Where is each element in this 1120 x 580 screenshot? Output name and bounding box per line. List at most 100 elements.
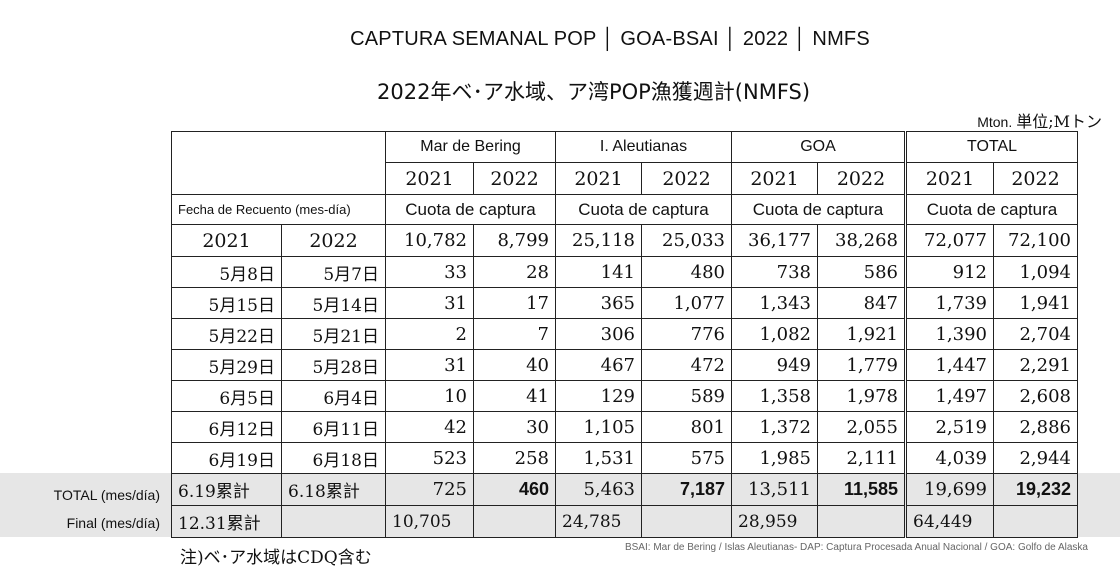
date-2022: 5月14日 [281,287,386,319]
date-2022: 6月4日 [281,380,386,412]
catch-value: 1,941 [993,287,1078,319]
region-header-bering: Mar de Bering [385,131,556,163]
final-value: 24,785 [555,505,642,538]
table-row: 5月29日 5月28日 31 40 467 472 949 1,779 1,447 2,291 [171,349,1078,381]
year-header: 2022 [993,162,1078,195]
final-empty [993,505,1078,538]
unit-label: Mton. 単位;Mトン [977,108,1102,132]
total-value: 5,463 [555,473,642,506]
catch-value: 1,094 [993,256,1078,288]
table-row: 6月19日 6月18日 523 258 1,531 575 1,985 2,111 4,039 2… [171,442,1078,474]
region-header-row: Mar de Bering I. Aleutianas GOA TOTAL [171,131,1078,163]
catch-value: 1,358 [731,380,818,412]
catch-value: 589 [641,380,732,412]
catch-value: 467 [555,349,642,381]
date-2022: 5月28日 [281,349,386,381]
region-header-goa: GOA [731,131,906,163]
year-header: 2021 [385,162,474,195]
catch-value: 2 [385,318,474,350]
quota-value: 25,118 [555,224,642,257]
japanese-title: 2022年ベ･ア水域、ア湾POP漁獲週計(NMFS) [377,80,811,104]
final-empty [817,505,906,538]
date-2022: 5月7日 [281,256,386,288]
date-2022: 5月21日 [281,318,386,350]
note-text: 注)ベ･ア水域はCDQ含む [180,548,372,568]
catch-value: 31 [385,287,474,319]
quota-value: 8,799 [473,224,556,257]
catch-value: 1,497 [904,380,994,412]
catch-table: Mar de Bering I. Aleutianas GOA TOTAL 20… [171,131,1078,538]
final-side-label: Final (mes/día) [66,515,160,531]
table-row: 5月8日 5月7日 33 28 141 480 738 586 912 1,094 [171,256,1078,288]
catch-value: 847 [817,287,906,319]
quota-label: Cuota de captura [555,194,732,225]
quota-value: 10,782 [385,224,474,257]
year-header: 2021 [904,162,994,195]
catch-value: 2,944 [993,442,1078,474]
catch-value: 1,739 [904,287,994,319]
footnote-text: BSAI: Mar de Bering / Islas Aleutianas- … [624,542,1088,553]
catch-value: 523 [385,442,474,474]
catch-value: 4,039 [904,442,994,474]
final-value: 10,705 [385,505,474,538]
total-value: 13,511 [731,473,818,506]
catch-value: 2,519 [904,411,994,443]
date-2021: 6月12日 [171,411,282,443]
catch-value: 1,082 [731,318,818,350]
quota-row: 2021 2022 10,782 8,799 25,118 25,033 36,… [171,224,1078,257]
catch-value: 28 [473,256,556,288]
catch-value: 41 [473,380,556,412]
table-row: 6月5日 6月4日 10 41 129 589 1,358 1,978 1,497 2,608 [171,380,1078,412]
catch-value: 306 [555,318,642,350]
catch-value: 1,372 [731,411,818,443]
catch-value: 480 [641,256,732,288]
quota-value: 72,100 [993,224,1078,257]
total-side-label: TOTAL (mes/día) [53,487,160,503]
catch-value: 1,779 [817,349,906,381]
year-header: 2022 [817,162,906,195]
total-row: 6.19累計 6.18累計 725 460 5,463 7,187 13,511 11,585… [171,473,1078,506]
total-date-2022: 6.18累計 [281,473,386,506]
date-2021: 5月22日 [171,318,282,350]
final-empty [641,505,732,538]
year-header: 2022 [473,162,556,195]
year-header: 2021 [731,162,818,195]
catch-value: 10 [385,380,474,412]
catch-value: 575 [641,442,732,474]
final-value: 28,959 [731,505,818,538]
catch-value: 31 [385,349,474,381]
total-value: 460 [473,473,556,506]
final-date-2021: 12.31累計 [171,505,282,538]
catch-value: 801 [641,411,732,443]
catch-value: 365 [555,287,642,319]
quota-label: Cuota de captura [731,194,906,225]
quota-value: 38,268 [817,224,906,257]
total-value: 11,585 [817,473,906,506]
catch-value: 40 [473,349,556,381]
catch-value: 1,985 [731,442,818,474]
year-header: 2022 [641,162,732,195]
catch-value: 949 [731,349,818,381]
catch-value: 2,055 [817,411,906,443]
quota-value: 25,033 [641,224,732,257]
quota-value: 72,077 [904,224,994,257]
catch-value: 17 [473,287,556,319]
date-2021: 5月8日 [171,256,282,288]
quota-label: Cuota de captura [904,194,1078,225]
catch-value: 2,111 [817,442,906,474]
date-year-header: 2022 [281,224,386,257]
catch-value: 1,390 [904,318,994,350]
catch-value: 1,921 [817,318,906,350]
total-value: 19,232 [993,473,1078,506]
date-2021: 5月29日 [171,349,282,381]
catch-value: 472 [641,349,732,381]
total-date-2021: 6.19累計 [171,473,282,506]
catch-value: 258 [473,442,556,474]
final-value: 64,449 [904,505,994,538]
total-value: 19,699 [904,473,994,506]
blank-header-cell [171,162,386,195]
catch-value: 2,704 [993,318,1078,350]
catch-value: 776 [641,318,732,350]
catch-value: 1,447 [904,349,994,381]
date-2021: 5月15日 [171,287,282,319]
